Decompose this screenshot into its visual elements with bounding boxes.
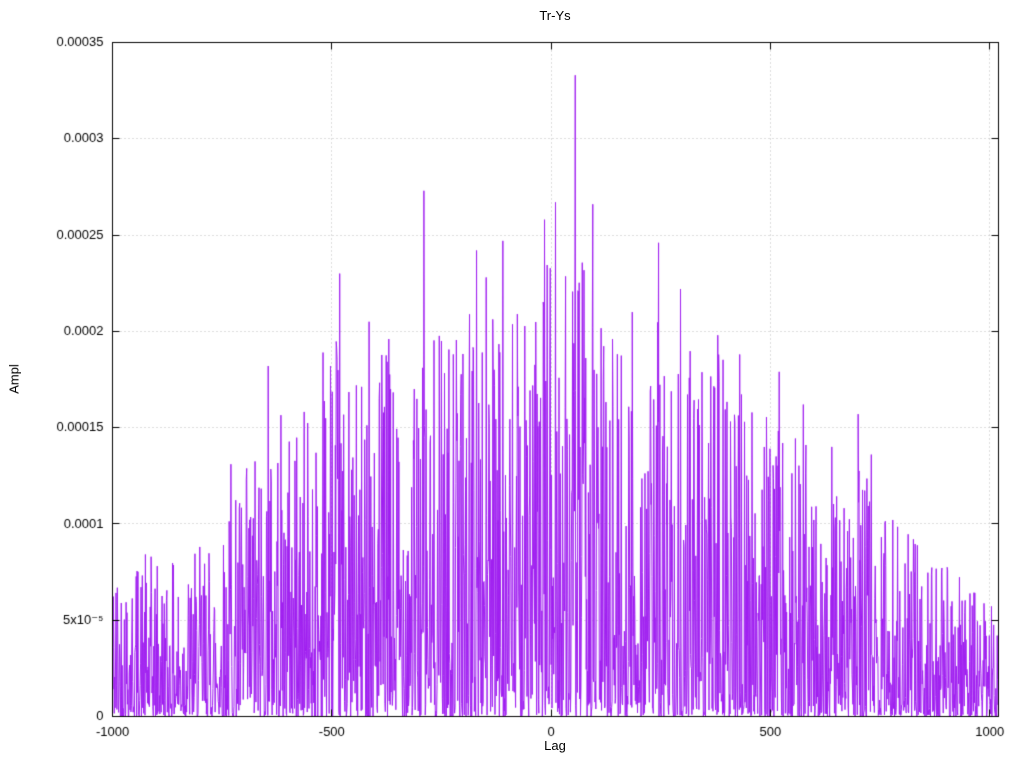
x-axis-label: Lag	[544, 738, 566, 753]
y-axis-label: Ampl	[6, 364, 22, 394]
chart-title: Tr-Ys	[539, 8, 571, 23]
